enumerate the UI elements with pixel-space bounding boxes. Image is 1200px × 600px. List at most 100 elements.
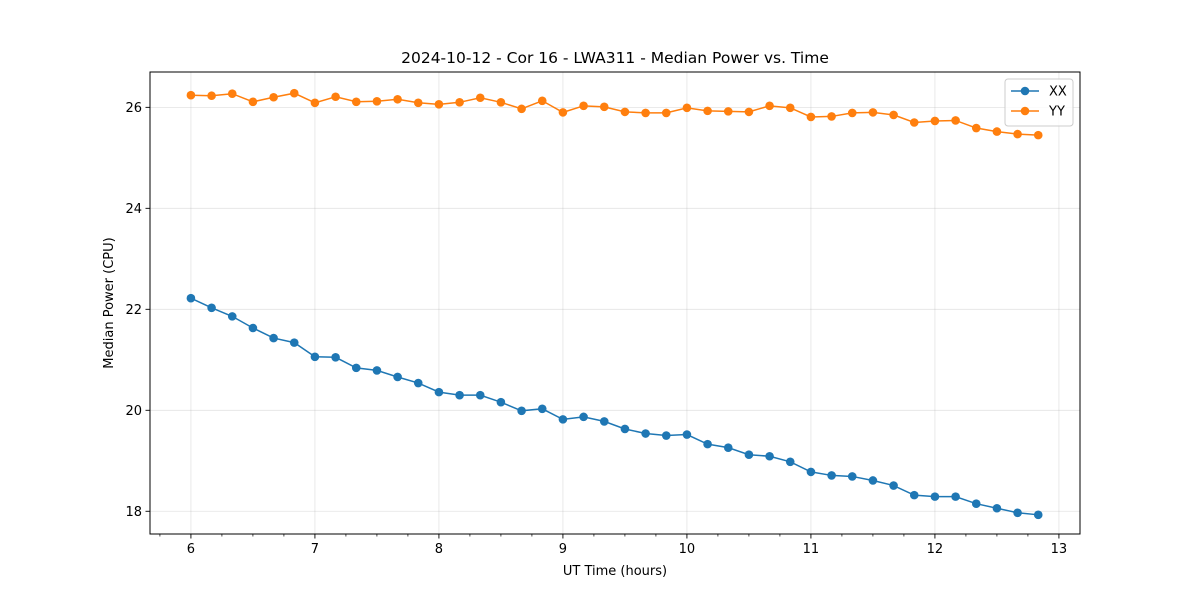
- data-point: [331, 352, 340, 362]
- data-point: [475, 390, 485, 400]
- data-point: [909, 118, 919, 127]
- x-tick-label: 12: [927, 542, 944, 557]
- data-point: [413, 378, 423, 388]
- y-tick-label: 18: [125, 505, 142, 520]
- data-point: [847, 108, 857, 118]
- data-point: [682, 430, 692, 439]
- data-point: [475, 93, 485, 103]
- series-xx: [186, 293, 1043, 520]
- data-point: [599, 417, 609, 426]
- data-point: [1013, 129, 1022, 139]
- data-point: [1033, 130, 1043, 140]
- data-point: [227, 89, 237, 99]
- x-tick-label: 9: [559, 542, 567, 557]
- data-point: [785, 457, 795, 467]
- data-point: [393, 94, 402, 104]
- data-point: [331, 92, 340, 102]
- data-point: [909, 490, 919, 500]
- data-point: [971, 123, 981, 133]
- data-point: [682, 103, 692, 113]
- data-point: [517, 406, 526, 416]
- data-point: [744, 450, 754, 460]
- data-point: [248, 97, 258, 107]
- data-point: [496, 97, 506, 107]
- legend-label-yy: YY: [1048, 105, 1065, 120]
- data-point: [765, 451, 774, 461]
- y-tick-label: 24: [125, 202, 142, 217]
- data-point: [455, 97, 464, 107]
- y-tick-label: 22: [125, 303, 142, 318]
- data-point: [599, 102, 609, 112]
- series-layer: [186, 88, 1043, 520]
- x-tick-label: 11: [803, 542, 820, 557]
- data-point: [579, 412, 588, 422]
- data-point: [992, 127, 1002, 136]
- data-point: [889, 481, 898, 490]
- x-tick-label: 13: [1051, 542, 1068, 557]
- y-tick-label: 26: [125, 101, 142, 116]
- series-xx-line: [190, 297, 1039, 516]
- data-point: [806, 112, 816, 122]
- data-point: [827, 471, 836, 480]
- data-point: [1033, 510, 1043, 520]
- data-point: [186, 90, 196, 100]
- data-point: [744, 107, 754, 117]
- data-point: [1013, 508, 1022, 518]
- data-point: [186, 293, 196, 303]
- data-point: [661, 431, 671, 440]
- x-axis-label: UT Time (hours): [563, 564, 667, 579]
- data-point: [372, 366, 382, 375]
- data-point: [971, 499, 981, 509]
- x-tick-label: 10: [679, 542, 696, 557]
- data-point: [372, 96, 382, 106]
- legend-label-xx: XX: [1049, 85, 1067, 100]
- data-point: [806, 467, 816, 477]
- series-yy: [186, 88, 1043, 140]
- data-point: [847, 472, 857, 481]
- data-point: [620, 107, 630, 117]
- data-point: [558, 108, 568, 117]
- data-point: [496, 397, 506, 407]
- data-point: [269, 92, 278, 102]
- data-point: [992, 503, 1002, 513]
- x-tick-label: 6: [187, 542, 195, 557]
- legend-marker-xx: [1020, 86, 1030, 96]
- data-point: [413, 98, 423, 108]
- data-point: [289, 338, 299, 347]
- plot-frame: [149, 71, 1081, 535]
- data-point: [889, 110, 898, 120]
- x-tick-label: 7: [311, 542, 319, 557]
- data-point: [703, 106, 712, 116]
- data-point: [868, 108, 878, 117]
- data-point: [930, 492, 940, 501]
- data-point: [641, 108, 650, 118]
- data-point: [517, 104, 526, 114]
- data-point: [537, 96, 547, 106]
- data-point: [930, 116, 940, 126]
- data-point: [289, 88, 299, 98]
- data-point: [537, 404, 547, 414]
- data-point: [723, 107, 733, 116]
- data-point: [207, 303, 216, 313]
- grid: [150, 72, 1080, 534]
- chart-title: 2024-10-12 - Cor 16 - LWA311 - Median Po…: [401, 49, 829, 67]
- data-point: [785, 103, 795, 113]
- data-point: [248, 323, 258, 333]
- data-point: [310, 98, 320, 108]
- data-point: [661, 108, 671, 118]
- data-point: [558, 415, 568, 424]
- data-point: [434, 387, 444, 397]
- data-point: [641, 429, 650, 438]
- y-axis-label: Median Power (CPU): [102, 237, 117, 368]
- data-point: [951, 492, 960, 501]
- data-point: [579, 101, 588, 111]
- data-point: [620, 424, 630, 434]
- data-point: [269, 333, 278, 343]
- y-tick-label: 20: [125, 404, 142, 419]
- data-point: [434, 100, 444, 109]
- data-point: [827, 112, 836, 121]
- data-point: [393, 372, 402, 382]
- series-yy-line: [190, 92, 1039, 136]
- legend-marker-yy: [1020, 106, 1030, 116]
